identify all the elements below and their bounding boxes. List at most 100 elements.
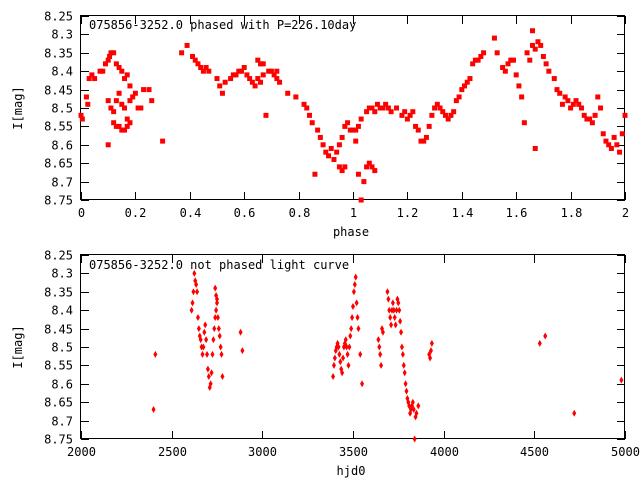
data-point <box>331 361 336 369</box>
data-point <box>304 105 310 111</box>
data-point <box>426 123 432 129</box>
data-point <box>202 328 207 336</box>
data-point <box>592 112 598 118</box>
data-point <box>440 109 446 115</box>
data-point <box>105 142 111 148</box>
data-point <box>124 116 130 122</box>
y-tick-label: 8.25 <box>44 10 73 24</box>
data-point <box>122 76 128 82</box>
data-point <box>589 120 595 126</box>
data-point <box>153 350 158 358</box>
x-tick-label: 4500 <box>520 445 549 459</box>
data-point <box>79 116 85 122</box>
data-point <box>537 339 542 347</box>
data-point <box>345 120 351 126</box>
data-point <box>206 372 211 380</box>
data-point <box>516 83 522 89</box>
data-point <box>500 65 506 71</box>
data-point <box>108 105 114 111</box>
data-point <box>277 79 283 85</box>
data-point <box>584 116 590 122</box>
data-point <box>236 68 242 74</box>
data-point <box>385 288 390 296</box>
data-point <box>608 145 614 151</box>
data-point <box>358 197 364 203</box>
data-point <box>260 72 266 78</box>
data-point <box>415 127 421 133</box>
data-point <box>399 328 404 336</box>
y-axis-label: I[mag] <box>11 325 25 368</box>
data-point <box>122 105 128 111</box>
data-point <box>271 72 277 78</box>
data-point <box>119 101 125 107</box>
y-tick-label: 8.5 <box>51 341 73 355</box>
data-point <box>576 101 582 107</box>
data-point <box>434 101 440 107</box>
data-point <box>401 361 406 369</box>
x-tick-label: 0.6 <box>234 206 256 220</box>
data-point <box>570 101 576 107</box>
data-point <box>614 142 620 148</box>
data-point <box>387 306 392 314</box>
data-point <box>108 50 114 56</box>
data-point <box>132 90 138 96</box>
data-point <box>400 350 405 358</box>
x-tick-label: 2000 <box>67 445 96 459</box>
data-point <box>451 109 457 115</box>
data-point <box>92 76 98 82</box>
data-point <box>392 314 397 322</box>
y-tick-label: 8.5 <box>51 102 73 116</box>
data-point <box>581 112 587 118</box>
data-point <box>127 83 133 89</box>
data-point <box>508 57 514 63</box>
data-point <box>459 87 465 93</box>
data-point <box>416 402 421 410</box>
data-point <box>502 68 508 74</box>
data-point <box>595 94 601 100</box>
data-point <box>146 87 152 93</box>
data-point <box>366 160 372 166</box>
plot-frame <box>80 254 625 439</box>
data-point <box>388 109 394 115</box>
data-point <box>215 299 219 307</box>
data-point <box>428 354 433 362</box>
data-point <box>412 435 417 443</box>
data-point <box>353 127 359 133</box>
data-point <box>397 306 402 314</box>
y-axis-label: I[mag] <box>11 86 25 129</box>
data-point <box>349 325 354 333</box>
data-point <box>214 76 220 82</box>
data-point <box>238 328 243 336</box>
data-point <box>573 98 579 104</box>
data-point <box>315 127 321 133</box>
data-point <box>352 280 357 288</box>
data-point <box>398 317 403 325</box>
data-point <box>403 380 408 388</box>
data-point <box>116 65 122 71</box>
data-point <box>442 112 448 118</box>
y-axis-ticks: 8.25 8.3 8.35 8.4 8.45 8.5 8.55 8.6 8.65 8.7 8.75 <box>44 10 625 208</box>
data-point <box>353 273 358 281</box>
data-point <box>336 343 341 351</box>
data-point <box>149 98 155 104</box>
data-point <box>505 61 511 67</box>
data-point <box>617 149 623 155</box>
data-point <box>393 321 398 329</box>
data-point <box>524 50 530 56</box>
data-point <box>105 98 111 104</box>
data-point <box>432 105 438 111</box>
data-point <box>263 112 269 118</box>
data-point <box>378 350 383 358</box>
data-point <box>559 101 565 107</box>
data-point <box>394 306 399 314</box>
data-point <box>340 369 345 377</box>
data-point <box>116 123 122 129</box>
data-point <box>255 57 261 63</box>
data-point <box>122 127 128 133</box>
data-point <box>404 116 410 122</box>
data-point <box>603 138 609 144</box>
data-point <box>266 68 272 74</box>
data-point <box>89 72 95 78</box>
data-point <box>513 72 519 78</box>
data-point <box>102 61 108 67</box>
